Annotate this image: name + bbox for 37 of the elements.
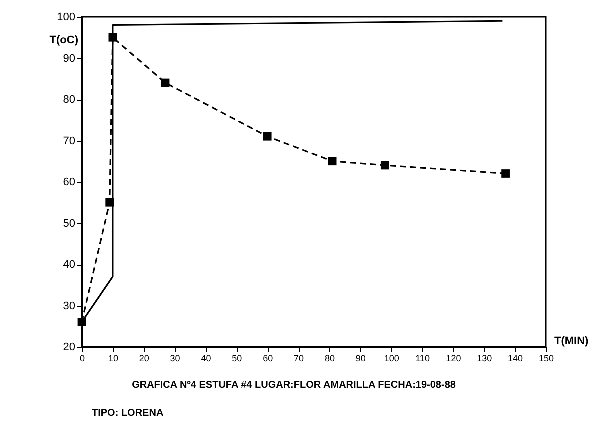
point — [78, 318, 86, 326]
x-tick-label: 0 — [80, 354, 86, 364]
point — [161, 78, 170, 88]
x-tick-label: 40 — [201, 354, 212, 364]
text: TIPO: LORENA — [92, 408, 164, 419]
x-tick-label: 150 — [538, 354, 554, 364]
x-tick-label: 90 — [356, 354, 366, 364]
x-tick-label: 10 — [108, 354, 118, 364]
point — [108, 33, 118, 42]
x-tick-label: 50 — [232, 354, 242, 364]
x-axis-title: T(MIN) — [554, 336, 590, 348]
y-tick-label: 20 — [63, 342, 76, 354]
x-tick-label: 110 — [416, 354, 430, 364]
y-axis-title: T(oC) — [50, 34, 79, 46]
x-tick-label: 30 — [170, 354, 180, 364]
x-tick-label: 120 — [446, 354, 462, 364]
y-tick-label: 50 — [63, 218, 76, 230]
point — [380, 161, 390, 170]
y-tick-label: 60 — [63, 176, 76, 188]
y-tick-label: 90 — [63, 52, 76, 65]
point — [106, 198, 114, 207]
x-tick-label: 70 — [294, 354, 304, 364]
point — [328, 157, 337, 166]
y-tick-label: 30 — [63, 300, 76, 312]
y-tick-label: 80 — [63, 94, 76, 106]
y-tick-label: 40 — [63, 259, 76, 271]
y-tick-label: 100 — [57, 12, 76, 24]
x-tick-label: 100 — [384, 354, 400, 364]
point — [502, 170, 510, 178]
x-tick-label: 80 — [324, 354, 335, 364]
y-tick-label: 70 — [63, 135, 76, 148]
x-tick-label: 60 — [263, 354, 274, 364]
x-tick-label: 20 — [139, 354, 150, 364]
x-tick-label: 130 — [477, 354, 492, 364]
text: GRAFICA Nº4 ESTUFA #4 LUGAR:FLOR AMARILLA FECHA:19-08-88 — [132, 380, 456, 391]
x-tick-label: 140 — [508, 354, 524, 364]
point — [263, 132, 272, 141]
